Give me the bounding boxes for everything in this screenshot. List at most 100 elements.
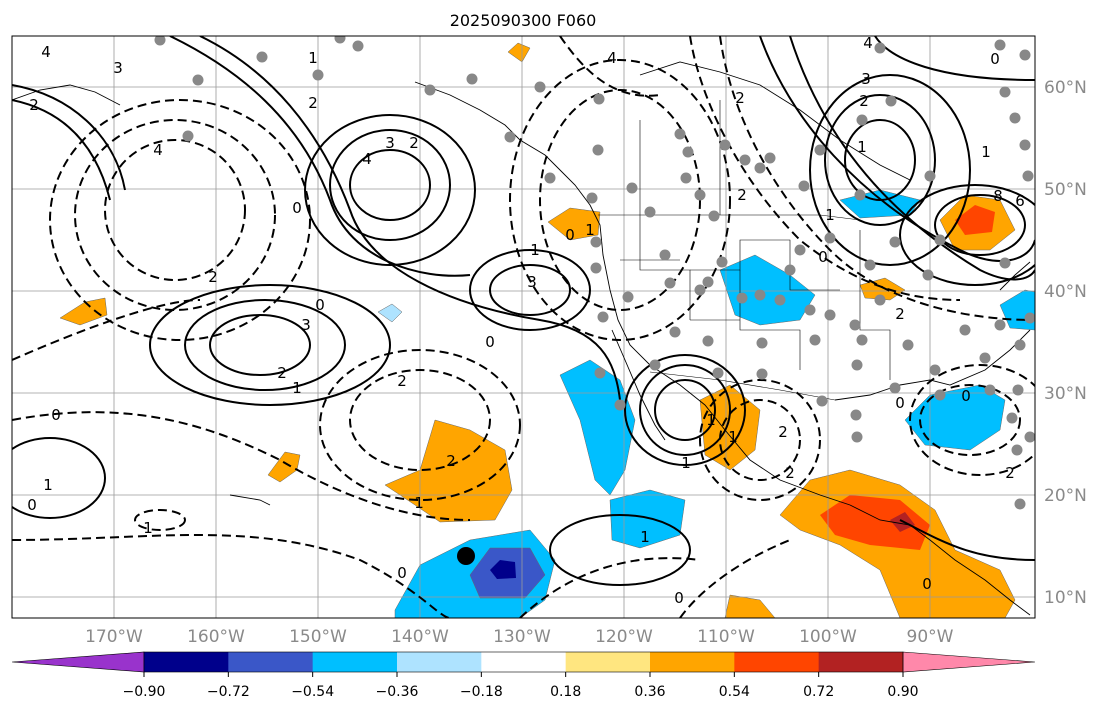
- lat-label: 20°N: [1044, 486, 1087, 506]
- contour-label: 2: [895, 305, 905, 323]
- lat-label: 60°N: [1044, 78, 1087, 98]
- contour-label: 0: [818, 248, 828, 266]
- lon-label: 150°W: [289, 627, 347, 647]
- shade-red-great-lakes: [955, 205, 995, 235]
- contour-label: 4: [153, 141, 163, 159]
- contour-label: 0: [565, 226, 575, 244]
- contour-label: 6: [1015, 192, 1025, 210]
- colorbar-swatch: [144, 652, 229, 672]
- contour-label: 3: [113, 59, 123, 77]
- contour-label: 2: [308, 94, 318, 112]
- shade-orange-south: [724, 594, 776, 618]
- shade-orange-small-west: [267, 451, 301, 483]
- shade-cyan-baja-west: [559, 359, 636, 496]
- colorbar-swatch: [397, 652, 482, 672]
- contour-label: 3: [861, 70, 871, 88]
- contour-label: 2: [778, 423, 788, 441]
- shade-navy-core: [490, 560, 516, 579]
- shade-orange-alaska: [507, 42, 531, 63]
- latitude-labels: 60°N 50°N 40°N 30°N 20°N 10°N: [1044, 78, 1087, 608]
- contour-label: 2: [1005, 464, 1015, 482]
- contour-label: 0: [27, 496, 37, 514]
- colorbar-swatch: [228, 652, 314, 672]
- contour-label: 0: [292, 199, 302, 217]
- contour-label: 1: [414, 494, 424, 512]
- contour-label: 0: [485, 333, 495, 351]
- contour-label: 1: [728, 428, 738, 446]
- contour-label: 1: [640, 528, 650, 546]
- colorbar-tick-label: −0.54: [291, 684, 334, 700]
- contour-label: 2: [29, 96, 39, 114]
- graticule: [12, 36, 1035, 618]
- contour-label: 2: [409, 134, 419, 152]
- colorbar-swatch: [312, 652, 398, 672]
- contour-label: 0: [674, 589, 684, 607]
- colorbar-tick-label: −0.36: [376, 684, 419, 700]
- contour-label: 0: [315, 296, 325, 314]
- colorbar-tick-label: 0.72: [803, 684, 834, 700]
- shade-orange-far-west: [59, 297, 108, 326]
- contour-label: 0: [51, 406, 61, 424]
- contour-label: 8: [993, 187, 1003, 205]
- contour-label: 1: [706, 411, 716, 429]
- shade-cyan-pacific-small: [377, 303, 403, 323]
- contour-labels: 4 3 2 1 0 2 4 3 2 4 1 3 0 2 3 2 1 0 0 1: [27, 34, 1025, 607]
- observation-stations: [154, 36, 1035, 510]
- colorbar-swatch: [565, 652, 651, 672]
- contour-label: 2: [208, 268, 218, 286]
- lat-label: 30°N: [1044, 384, 1087, 404]
- contour-label: 4: [362, 150, 372, 168]
- lat-label: 50°N: [1044, 180, 1087, 200]
- contour-label: 4: [41, 43, 51, 61]
- contour-label: 1: [825, 206, 835, 224]
- contour-label: 3: [385, 134, 395, 152]
- contour-label: 0: [990, 50, 1000, 68]
- lon-label: 160°W: [187, 627, 245, 647]
- storm-center-marker: [457, 547, 475, 565]
- contour-label: 1: [292, 379, 302, 397]
- shade-orange-central-pacific: [384, 419, 513, 523]
- colorbar-tick-label: 0.36: [634, 684, 665, 700]
- contour-label: 2: [277, 364, 287, 382]
- contour-label: 1: [530, 241, 540, 259]
- contour-label: 2: [859, 92, 869, 110]
- lon-label: 130°W: [493, 627, 551, 647]
- lat-label: 40°N: [1044, 282, 1087, 302]
- contour-label: 0: [895, 394, 905, 412]
- contour-label: 2: [735, 89, 745, 107]
- contour-label: 2: [446, 452, 456, 470]
- shade-red-central-america: [820, 495, 930, 550]
- contours-solid: [12, 36, 1035, 586]
- lon-label: 110°W: [697, 627, 755, 647]
- colorbar-tick-label: 0.54: [719, 684, 750, 700]
- colorbar-swatch: [734, 652, 820, 672]
- colorbar-tick-label: −0.18: [460, 684, 503, 700]
- colorbar: −0.90 −0.72 −0.54 −0.36 −0.18 0.18 0.36 0.54 0.7…: [11, 651, 1036, 700]
- colorbar-swatch: [650, 652, 735, 672]
- lat-label: 10°N: [1044, 588, 1087, 608]
- map-title: 2025090300 F060: [450, 11, 597, 30]
- lon-label: 170°W: [85, 627, 143, 647]
- contour-label: 2: [737, 186, 747, 204]
- colorbar-tick-label: 0.90: [887, 684, 918, 700]
- contour-label: 2: [397, 372, 407, 390]
- map-frame: [11, 35, 1036, 619]
- contour-label: 4: [863, 34, 873, 52]
- colorbar-swatch: [481, 652, 567, 672]
- colorbar-extend-low: [11, 651, 145, 673]
- contour-label: 3: [301, 316, 311, 334]
- lon-label: 90°W: [907, 627, 954, 647]
- contour-label: 1: [585, 221, 595, 239]
- lon-label: 140°W: [391, 627, 449, 647]
- colorbar-swatch: [818, 652, 904, 672]
- contour-label: 0: [961, 387, 971, 405]
- contour-label: 3: [527, 273, 537, 291]
- contour-label: 1: [43, 476, 53, 494]
- colorbar-tick-label: −0.72: [207, 684, 250, 700]
- contour-label: 1: [143, 519, 153, 537]
- map-panel: 4 3 2 1 0 2 4 3 2 4 1 3 0 2 3 2 1 0 0 1: [11, 34, 1036, 619]
- colorbar-extend-high: [902, 651, 1036, 673]
- contour-label: 2: [785, 464, 795, 482]
- contour-label: 1: [681, 454, 691, 472]
